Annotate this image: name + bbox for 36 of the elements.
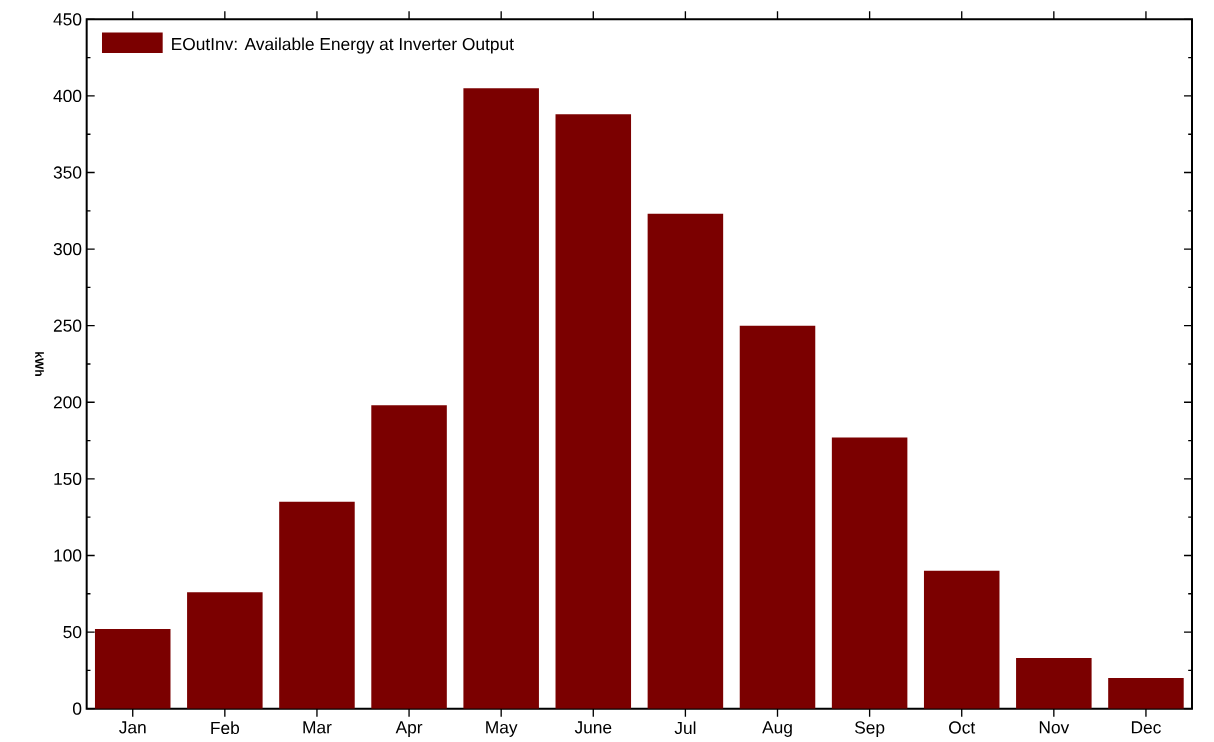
y-tick-label: 150 xyxy=(54,472,82,486)
x-tick-label: Jul xyxy=(674,721,696,735)
x-tick-label: June xyxy=(574,721,612,734)
x-tick-label: Mar xyxy=(303,721,332,734)
x-tick-label: Oct xyxy=(949,721,976,734)
bar xyxy=(94,628,171,709)
bar xyxy=(279,501,355,709)
bar xyxy=(1108,678,1184,709)
y-tick-label: 400 xyxy=(53,89,82,103)
x-tick-label: Jan xyxy=(119,721,146,734)
bar xyxy=(739,325,816,709)
y-axis-title: kWh xyxy=(35,352,44,376)
bar xyxy=(371,405,447,709)
bar xyxy=(1016,658,1092,709)
x-tick-label: Sep xyxy=(854,721,885,738)
x-tick-label: May xyxy=(486,721,518,737)
bar xyxy=(463,88,539,709)
bar xyxy=(831,437,908,709)
bar xyxy=(555,114,632,709)
x-tick-label: Apr xyxy=(395,721,423,737)
x-tick-label: Aug xyxy=(762,721,792,737)
bar xyxy=(647,213,724,709)
y-tick-label: 0 xyxy=(73,702,82,715)
x-tick-label: Feb xyxy=(211,721,240,735)
legend-label: EOutInv: Available Energy at Inverter Output xyxy=(172,37,514,54)
bar xyxy=(923,570,1000,709)
y-tick-label: 300 xyxy=(53,242,82,256)
y-tick-label: 50 xyxy=(63,625,82,639)
y-tick-label: 100 xyxy=(54,549,82,562)
bar xyxy=(187,592,263,709)
y-tick-label: 200 xyxy=(53,396,82,409)
y-tick-label: 250 xyxy=(53,319,82,332)
x-tick-label: Dec xyxy=(1131,721,1161,734)
y-tick-label: 450 xyxy=(53,13,82,26)
x-tick-label: Nov xyxy=(1039,721,1070,734)
y-tick-label: 350 xyxy=(53,166,82,179)
